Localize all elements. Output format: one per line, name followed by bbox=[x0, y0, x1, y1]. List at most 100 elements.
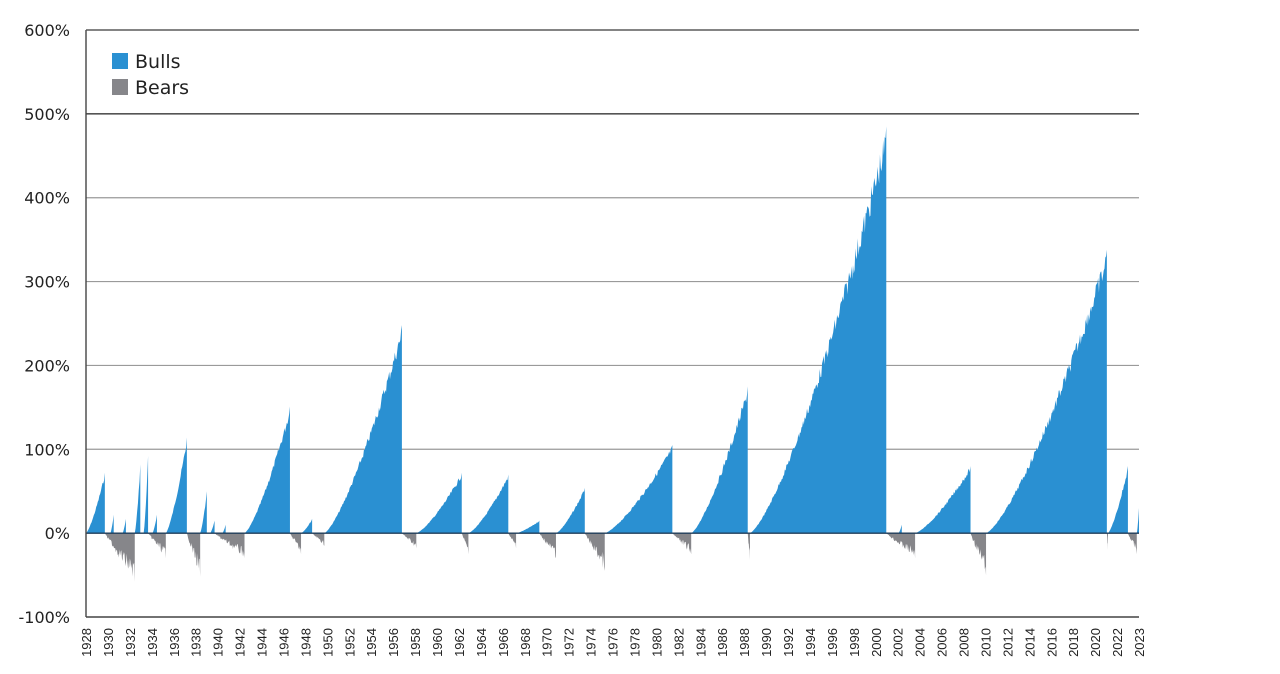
bear-market-area bbox=[214, 533, 245, 559]
bull-market-area bbox=[165, 437, 187, 534]
y-tick-label: 400% bbox=[24, 189, 70, 208]
bull-market-area bbox=[86, 472, 105, 534]
y-tick-label: -100% bbox=[18, 608, 70, 627]
x-tick-label: 1946 bbox=[276, 628, 291, 657]
x-tick-label: 1942 bbox=[233, 628, 248, 657]
x-tick-label: 1958 bbox=[408, 628, 423, 657]
x-tick-label: 1972 bbox=[562, 628, 577, 657]
x-tick-label: 2014 bbox=[1022, 628, 1037, 657]
x-tick-label: 1936 bbox=[167, 628, 182, 657]
bulls-legend-swatch bbox=[112, 53, 128, 69]
x-tick-label: 1998 bbox=[847, 628, 862, 657]
x-tick-label: 1930 bbox=[101, 628, 116, 657]
bulls-legend-label: Bulls bbox=[135, 51, 181, 73]
bull-market-area bbox=[143, 455, 149, 534]
bull-market-area bbox=[122, 518, 126, 534]
bull-market-area bbox=[604, 445, 673, 534]
bull-market-area bbox=[200, 491, 207, 534]
x-tick-label: 1974 bbox=[584, 628, 599, 657]
bull-market-area bbox=[244, 406, 290, 534]
x-tick-label: 1984 bbox=[693, 628, 708, 657]
gridlines bbox=[86, 29, 1139, 450]
x-tick-label: 1980 bbox=[649, 628, 664, 657]
bull-market-area bbox=[555, 487, 585, 534]
bear-market-area bbox=[401, 533, 417, 549]
x-tick-label: 2022 bbox=[1110, 628, 1125, 657]
bear-market-area bbox=[1127, 533, 1137, 555]
x-axis: 1928 1930 1932 1934 1936 1938 1940 1942 1944 1946… bbox=[79, 628, 1147, 657]
x-tick-label: 1986 bbox=[715, 628, 730, 657]
x-tick-label: 1988 bbox=[737, 628, 752, 657]
x-tick-label: 1944 bbox=[255, 628, 270, 657]
bull-market-area bbox=[898, 524, 902, 534]
bull-market-area bbox=[324, 325, 402, 534]
x-tick-label: 1966 bbox=[496, 628, 511, 657]
bear-market-area bbox=[672, 533, 692, 555]
bear-market-area bbox=[186, 533, 201, 577]
x-tick-label: 1938 bbox=[189, 628, 204, 657]
bull-market-area bbox=[110, 514, 114, 534]
bull-market-area bbox=[134, 464, 141, 534]
bears-legend-label: Bears bbox=[135, 77, 189, 99]
bull-market-area bbox=[691, 386, 748, 534]
x-tick-label: 2012 bbox=[1000, 628, 1015, 657]
x-tick-label: 2020 bbox=[1088, 628, 1103, 657]
bull-market-area bbox=[222, 524, 226, 534]
x-tick-label: 1950 bbox=[320, 628, 335, 657]
bear-market-area bbox=[508, 533, 517, 549]
bull-market-area bbox=[301, 518, 313, 534]
x-tick-label: 2010 bbox=[978, 628, 993, 657]
x-tick-label: 1956 bbox=[386, 628, 401, 657]
plot-areas bbox=[86, 126, 1139, 582]
bear-market-area bbox=[970, 533, 987, 576]
bear-market-area bbox=[148, 533, 166, 559]
axis-lines bbox=[85, 29, 1139, 618]
x-tick-label: 1964 bbox=[474, 628, 489, 657]
x-tick-label: 2004 bbox=[913, 628, 928, 657]
x-tick-label: 1990 bbox=[759, 628, 774, 657]
x-tick-label: 1928 bbox=[79, 628, 94, 657]
bull-market-area bbox=[516, 520, 540, 534]
x-tick-label: 1934 bbox=[145, 628, 160, 657]
y-tick-label: 100% bbox=[24, 440, 70, 459]
bear-market-area bbox=[1106, 533, 1108, 550]
y-axis: 600% 500% 400% 300% 200% 100% 0% -100% bbox=[18, 21, 70, 627]
bull-market-area bbox=[210, 520, 215, 534]
bull-market-area bbox=[468, 474, 509, 534]
bear-market-area bbox=[539, 533, 556, 559]
x-tick-label: 2008 bbox=[957, 628, 972, 657]
y-tick-label: 300% bbox=[24, 273, 70, 292]
x-tick-label: 1992 bbox=[781, 628, 796, 657]
bull-market-area bbox=[416, 472, 462, 534]
bull-market-area bbox=[1107, 466, 1128, 534]
x-tick-label: 1952 bbox=[342, 628, 357, 657]
x-tick-label: 1994 bbox=[803, 628, 818, 657]
x-tick-label: 1940 bbox=[211, 628, 226, 657]
x-tick-label: 1982 bbox=[671, 628, 686, 657]
x-tick-label: 1970 bbox=[540, 628, 555, 657]
x-tick-label: 1968 bbox=[518, 628, 533, 657]
x-tick-label: 1954 bbox=[364, 628, 379, 657]
bear-market-area bbox=[747, 533, 750, 560]
x-tick-label: 2016 bbox=[1044, 628, 1059, 657]
x-tick-label: 2006 bbox=[935, 628, 950, 657]
x-tick-label: 2018 bbox=[1066, 628, 1081, 657]
x-tick-label: 2002 bbox=[891, 628, 906, 657]
bull-market-area bbox=[749, 126, 887, 534]
bear-market-area bbox=[104, 533, 135, 582]
x-tick-label: 2000 bbox=[869, 628, 884, 657]
bull-market-area bbox=[986, 249, 1107, 534]
bear-market-area bbox=[289, 533, 302, 555]
bear-market-area bbox=[886, 533, 916, 559]
bear-market-area bbox=[312, 533, 325, 546]
y-tick-label: 500% bbox=[24, 105, 70, 124]
x-tick-label: 1996 bbox=[825, 628, 840, 657]
legend: Bulls Bears bbox=[112, 51, 189, 99]
x-tick-label: 1962 bbox=[452, 628, 467, 657]
bull-market-area bbox=[915, 466, 971, 534]
bull-market-area bbox=[1136, 507, 1139, 534]
bear-market-area bbox=[461, 533, 469, 555]
bear-market-area bbox=[584, 533, 605, 571]
bull-market-area bbox=[152, 514, 157, 534]
